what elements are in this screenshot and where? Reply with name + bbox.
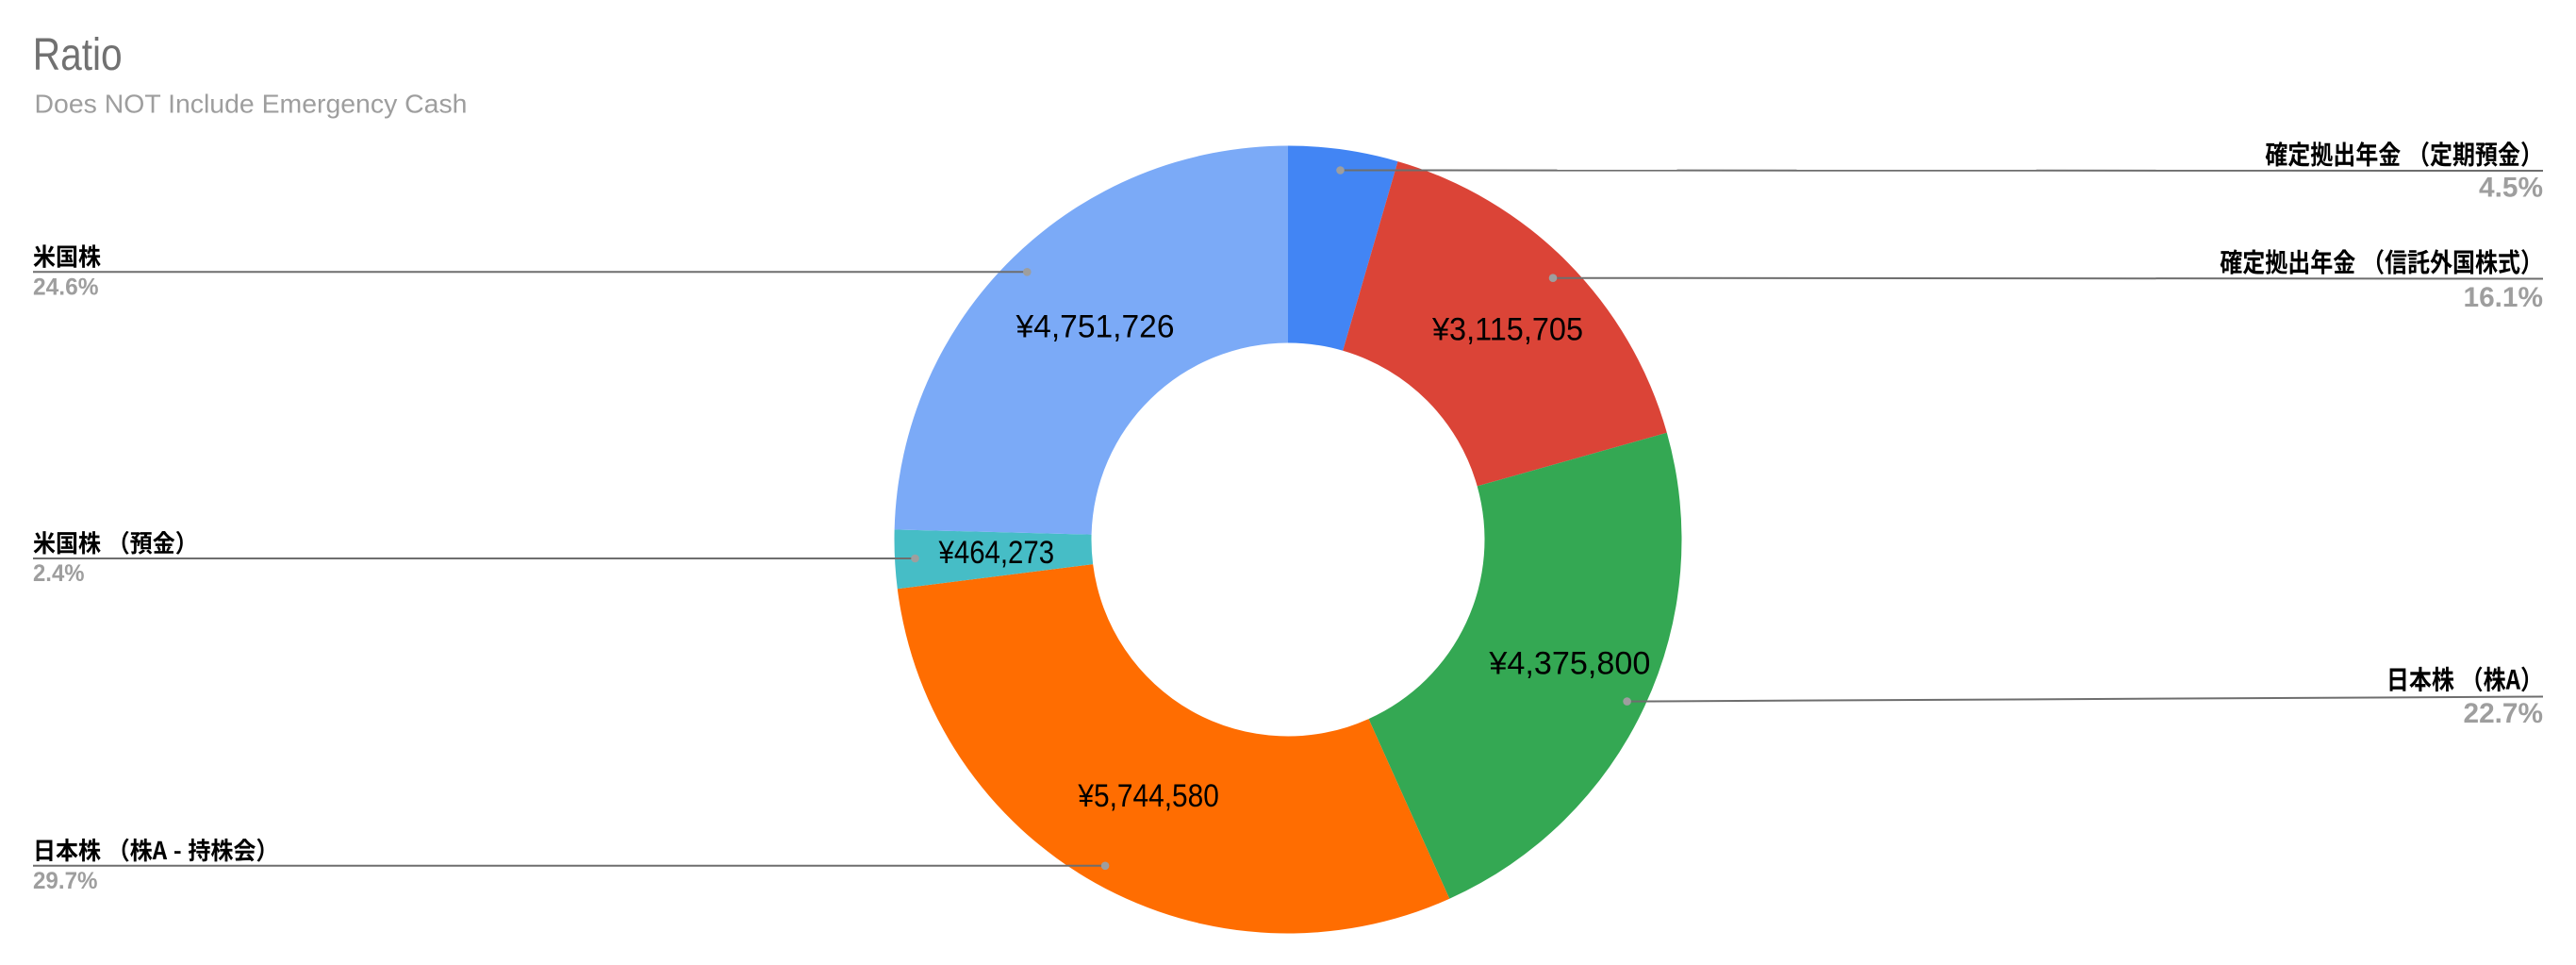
- svg-text:Ratio: Ratio: [33, 30, 123, 80]
- svg-text:¥5,744,580: ¥5,744,580: [1078, 778, 1219, 814]
- svg-text:¥3,115,705: ¥3,115,705: [1431, 312, 1583, 348]
- svg-text:Does NOT Include Emergency Cas: Does NOT Include Emergency Cash: [35, 90, 468, 119]
- svg-text:16.1%: 16.1%: [2464, 282, 2544, 313]
- svg-text:29.7%: 29.7%: [33, 868, 98, 894]
- svg-text:¥464,273: ¥464,273: [938, 535, 1054, 571]
- svg-text:¥4,375,800: ¥4,375,800: [1488, 646, 1650, 682]
- svg-text:24.6%: 24.6%: [33, 274, 99, 300]
- svg-text:4.5%: 4.5%: [2479, 173, 2543, 204]
- svg-text:¥4,751,726: ¥4,751,726: [1016, 309, 1175, 345]
- svg-text:2.4%: 2.4%: [33, 560, 85, 587]
- svg-text:22.7%: 22.7%: [2464, 698, 2544, 729]
